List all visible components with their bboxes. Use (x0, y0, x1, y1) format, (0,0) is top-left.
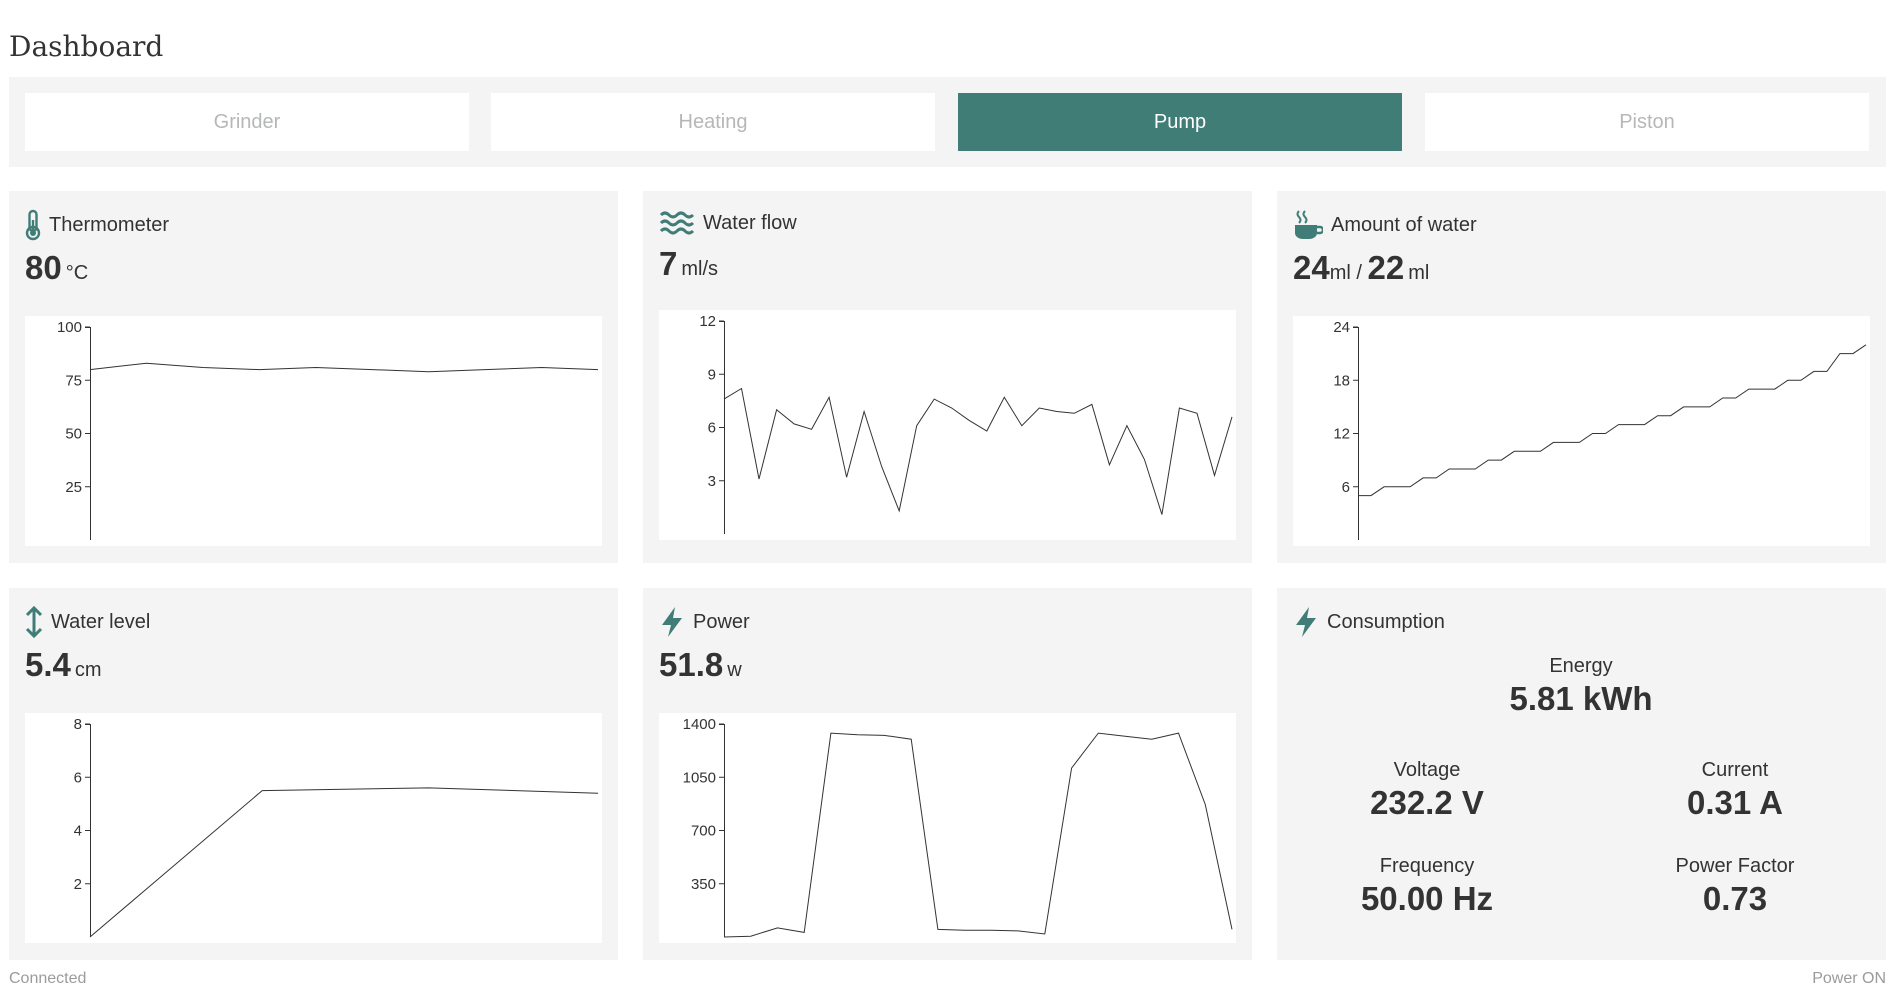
tab-pump[interactable]: Pump (958, 93, 1402, 151)
frequency-label: Frequency (1379, 855, 1475, 877)
amount-of-water-chart: 6 12 18 24 (1293, 316, 1870, 546)
y-tick-label: 3 (708, 473, 716, 490)
amount-of-water-target: 22 (1367, 249, 1405, 286)
lightning-icon (659, 606, 685, 638)
series-line (723, 387, 1233, 515)
y-tick-label: 6 (74, 769, 82, 786)
power-status: Power ON (1812, 970, 1886, 987)
water-flow-value: 7 (659, 245, 678, 282)
y-tick-label: 100 (57, 319, 82, 336)
power-value: 51.8 (659, 646, 724, 683)
thermometer-readout: 80 °C (25, 249, 88, 287)
water-level-card: Water level 5.4 cm 2 4 6 8 (9, 588, 618, 960)
consumption-title: Consumption (1327, 610, 1445, 633)
energy-label: Energy (1549, 655, 1613, 677)
water-level-unit: cm (74, 659, 102, 681)
series-line (89, 362, 599, 373)
frequency-stat: Frequency 50.00 Hz (1297, 855, 1557, 918)
amount-of-water-target-unit: ml (1408, 262, 1430, 284)
power-unit: w (727, 659, 742, 681)
y-tick-label: 12 (699, 313, 716, 330)
tab-grinder[interactable]: Grinder (25, 93, 469, 151)
current-stat: Current 0.31 A (1605, 759, 1865, 822)
y-tick-label: 6 (1342, 479, 1350, 496)
water-waves-icon (659, 209, 695, 237)
power-readout: 51.8 w (659, 646, 742, 684)
series-line (723, 732, 1233, 938)
current-value: 0.31 A (1686, 784, 1783, 821)
thermometer-chart: 25 50 75 100 (25, 316, 602, 546)
y-tick-label: 8 (74, 716, 82, 733)
amount-of-water-value: 24 (1293, 249, 1330, 286)
y-tick-label: 25 (65, 479, 82, 496)
amount-of-water-unit: ml (1329, 262, 1351, 284)
frequency-value: 50.00 Hz (1360, 880, 1494, 917)
amount-of-water-readout: 24ml / 22 ml (1293, 249, 1429, 287)
y-tick-label: 24 (1333, 319, 1350, 336)
y-tick-label: 9 (708, 366, 716, 383)
y-tick-label: 50 (65, 426, 82, 443)
water-level-value: 5.4 (25, 646, 71, 683)
thermometer-value: 80 (25, 249, 62, 286)
y-tick-label: 1400 (683, 716, 716, 733)
water-flow-title: Water flow (703, 211, 797, 234)
power-factor-value: 0.73 (1702, 880, 1768, 917)
y-tick-label: 4 (74, 823, 82, 840)
consumption-card: Consumption Energy 5.81 kWh Voltage 232.… (1277, 588, 1886, 960)
power-card: Power 51.8 w 350 700 1050 1400 (643, 588, 1252, 960)
y-tick-label: 6 (708, 420, 716, 437)
water-flow-unit: ml/s (681, 258, 719, 280)
series-line (89, 787, 599, 938)
power-title: Power (693, 610, 750, 633)
thermometer-unit: °C (65, 262, 89, 284)
water-flow-chart: 3 6 9 12 (659, 310, 1236, 540)
series-line (1358, 344, 1867, 497)
water-level-title: Water level (51, 610, 151, 633)
coffee-cup-icon (1293, 209, 1323, 241)
thermometer-icon (25, 209, 41, 241)
tab-piston[interactable]: Piston (1425, 93, 1869, 151)
tab-bar: Grinder Heating Pump Piston (9, 77, 1886, 167)
current-label: Current (1701, 759, 1769, 781)
connection-status: Connected (9, 970, 87, 987)
water-flow-readout: 7 ml/s (659, 245, 718, 283)
y-tick-label: 12 (1333, 426, 1350, 443)
power-factor-label: Power Factor (1675, 855, 1795, 877)
y-tick-label: 700 (691, 823, 716, 840)
thermometer-card: Thermometer 80 °C 25 50 75 100 (9, 191, 618, 563)
page-title: Dashboard (9, 30, 164, 63)
thermometer-title: Thermometer (49, 213, 170, 236)
amount-of-water-title: Amount of water (1331, 213, 1477, 236)
power-chart: 350 700 1050 1400 (659, 713, 1236, 943)
voltage-stat: Voltage 232.2 V (1297, 759, 1557, 822)
voltage-value: 232.2 V (1370, 784, 1484, 821)
y-tick-label: 75 (65, 372, 82, 389)
y-tick-label: 2 (74, 876, 82, 893)
y-tick-label: 18 (1333, 372, 1350, 389)
y-tick-label: 1050 (683, 769, 716, 786)
amount-of-water-card: Amount of water 24ml / 22 ml 6 12 18 24 (1277, 191, 1886, 563)
power-factor-stat: Power Factor 0.73 (1605, 855, 1865, 918)
energy-stat: Energy 5.81 kWh (1451, 655, 1711, 718)
lightning-icon (1293, 606, 1319, 638)
amount-of-water-separator: / (1350, 262, 1368, 284)
water-level-chart: 2 4 6 8 (25, 713, 602, 943)
water-flow-card: Water flow 7 ml/s 3 6 9 12 (643, 191, 1252, 563)
y-tick-label: 350 (691, 876, 716, 893)
vertical-arrows-icon (25, 606, 43, 638)
water-level-readout: 5.4 cm (25, 646, 102, 684)
voltage-label: Voltage (1393, 759, 1461, 781)
tab-heating[interactable]: Heating (491, 93, 935, 151)
energy-value: 5.81 kWh (1509, 680, 1653, 717)
